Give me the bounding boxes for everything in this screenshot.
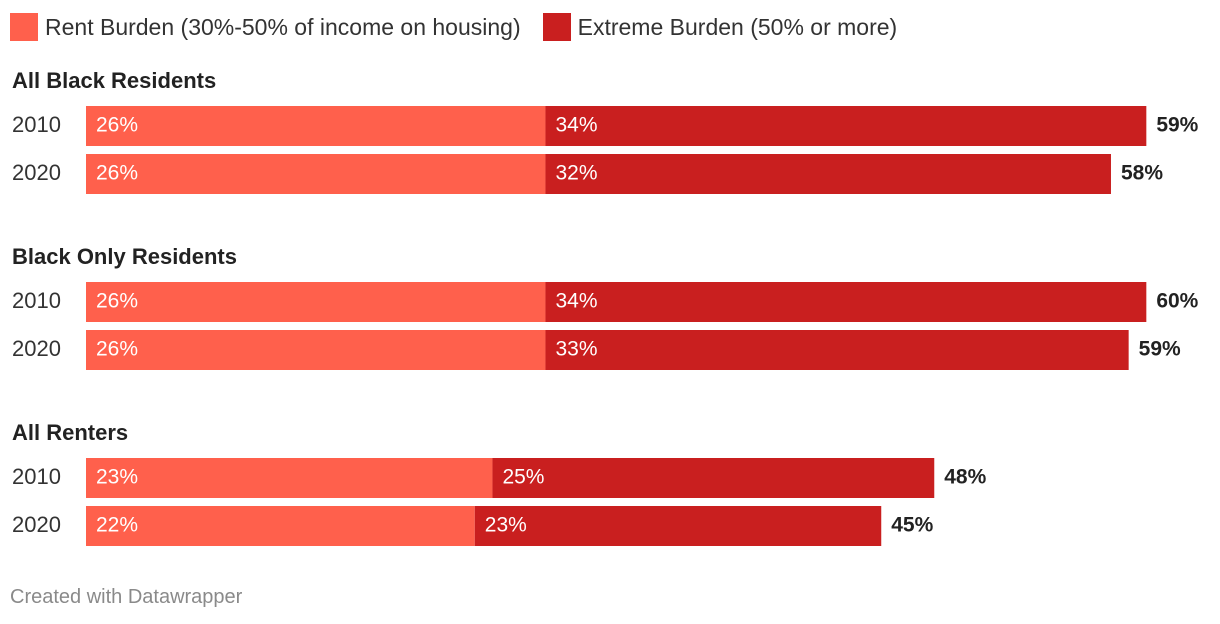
legend-label-rent-burden: Rent Burden (30%-50% of income on housin… <box>45 13 521 40</box>
bar-total-label: 45% <box>891 514 933 537</box>
row-label: 2010 <box>12 288 61 313</box>
footer-credit: Created with Datawrapper <box>10 586 243 608</box>
bar-value-label: 23% <box>485 514 527 537</box>
bar-total-label: 48% <box>944 466 986 489</box>
bar-total-label: 58% <box>1121 162 1163 185</box>
legend-item-extreme-burden: Extreme Burden (50% or more) <box>542 13 898 41</box>
bar-segment-rent-burden <box>86 506 475 546</box>
bar-value-label: 34% <box>555 114 597 137</box>
legend-swatch-rent-burden <box>10 13 38 41</box>
bar-total-label: 59% <box>1139 338 1181 361</box>
chart-legend: Rent Burden (30%-50% of income on housin… <box>10 12 919 42</box>
row-label: 2020 <box>12 336 61 361</box>
bar-value-label: 34% <box>555 290 597 313</box>
row-label: 2010 <box>12 464 61 489</box>
group-title: All Renters <box>12 420 128 445</box>
bar-segment-rent-burden <box>86 106 546 146</box>
bar-segment-rent-burden <box>86 282 546 322</box>
bar-segment-extreme-burden <box>545 154 1111 194</box>
bar-value-label: 33% <box>555 338 597 361</box>
bar-segment-rent-burden <box>86 458 493 498</box>
row-label: 2010 <box>12 112 61 137</box>
bar-segment-extreme-burden <box>474 506 882 546</box>
bar-value-label: 22% <box>96 514 138 537</box>
bar-segment-extreme-burden <box>545 330 1129 370</box>
bar-value-label: 26% <box>96 290 138 313</box>
bar-value-label: 32% <box>555 162 597 185</box>
bar-total-label: 60% <box>1156 290 1198 313</box>
bar-segment-extreme-burden <box>545 106 1147 146</box>
group-title: All Black Residents <box>12 68 216 93</box>
legend-swatch-extreme-burden <box>542 13 571 41</box>
legend-item-rent-burden: Rent Burden (30%-50% of income on housin… <box>10 13 521 41</box>
bar-total-label: 59% <box>1156 114 1198 137</box>
bar-value-label: 23% <box>96 466 138 489</box>
bar-segment-extreme-burden <box>492 458 935 498</box>
bar-value-label: 26% <box>96 114 138 137</box>
legend-label-extreme-burden: Extreme Burden (50% or more) <box>577 13 898 40</box>
bar-value-label: 25% <box>502 466 544 489</box>
row-label: 2020 <box>12 160 61 185</box>
bar-segment-rent-burden <box>86 330 546 370</box>
bar-value-label: 26% <box>96 338 138 361</box>
row-label: 2020 <box>12 512 61 537</box>
bar-segment-extreme-burden <box>545 282 1147 322</box>
bar-segment-rent-burden <box>86 154 546 194</box>
bar-value-label: 26% <box>96 162 138 185</box>
group-title: Black Only Residents <box>12 244 237 269</box>
stacked-bar-chart: All Black Residents 2010 26% 34% 59% 2020 26% 3… <box>12 68 1199 546</box>
